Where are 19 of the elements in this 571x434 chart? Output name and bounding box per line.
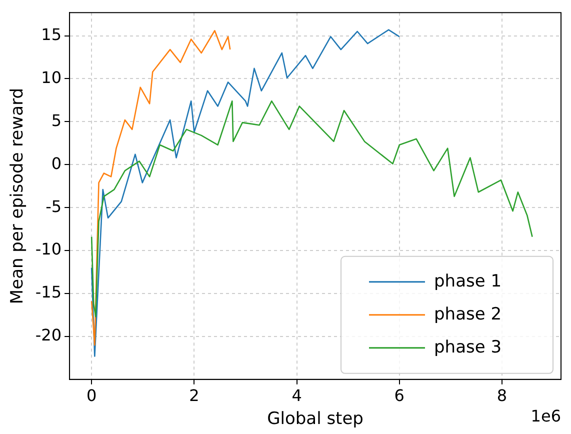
x-tick-label: 6 (394, 386, 404, 406)
legend-label: phase 2 (434, 304, 502, 324)
y-tick-label: -15 (35, 282, 62, 302)
y-tick-label: -5 (46, 196, 62, 216)
y-tick-label: 5 (51, 110, 62, 130)
legend-label: phase 1 (434, 271, 502, 292)
y-axis-title: Mean per episode reward (8, 88, 28, 304)
y-tick-label: -20 (35, 326, 62, 345)
y-tick-label: 0 (51, 154, 62, 173)
x-tick-label: 2 (189, 386, 200, 406)
x-axis-title: Global step (267, 409, 364, 430)
x-tick-label: 4 (292, 386, 302, 406)
y-tick-label: 10 (41, 68, 62, 87)
x-tick-label: 8 (496, 386, 508, 406)
y-tick-label: -10 (35, 240, 62, 259)
legend-label: phase 3 (434, 337, 502, 358)
y-tick-label: 15 (41, 24, 62, 44)
x-tick-label: 0 (86, 386, 97, 406)
text: 1e6 (530, 406, 561, 426)
